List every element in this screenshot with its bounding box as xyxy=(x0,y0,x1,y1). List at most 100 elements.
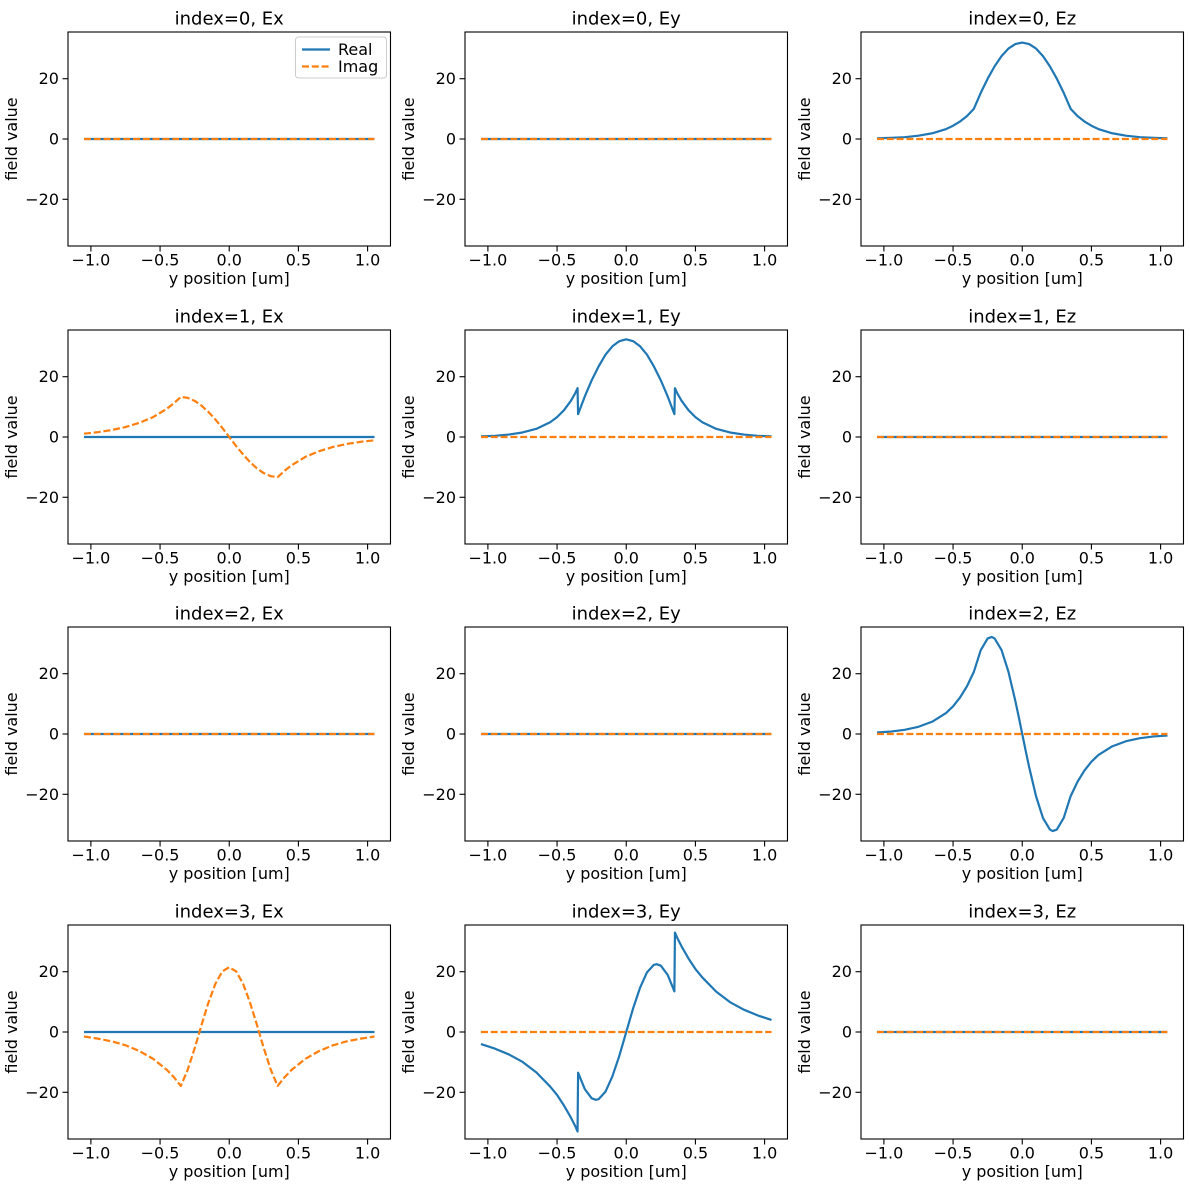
y-tick-label: 0 xyxy=(49,130,59,149)
x-tick-label: 0.5 xyxy=(682,845,707,864)
x-axis-label: y position [um] xyxy=(169,269,290,288)
subplot-index-0-ey: index=0, Ey −1.0 −0.5 0.0 0.5 1.0 −20 0 20 y posi… xyxy=(399,9,788,288)
subplot-title: index=2, Ez xyxy=(969,604,1077,625)
x-tick-label: −0.5 xyxy=(934,1143,973,1162)
imag-line xyxy=(83,965,375,1087)
y-tick-label: −20 xyxy=(422,1082,456,1101)
x-tick-label: 1.0 xyxy=(355,250,380,269)
x-tick-label: 1.0 xyxy=(752,845,777,864)
y-tick-label: 0 xyxy=(842,725,852,744)
y-tick-label: 20 xyxy=(39,664,59,683)
x-tick-label: 1.0 xyxy=(1148,845,1173,864)
x-tick-label: 0.0 xyxy=(1010,250,1035,269)
x-axis-label: y position [um] xyxy=(962,864,1083,883)
y-tick-label: 0 xyxy=(842,1022,852,1041)
subplot-title: index=2, Ey xyxy=(571,604,681,625)
x-tick-label: 0.5 xyxy=(1079,845,1104,864)
x-tick-label: −1.0 xyxy=(865,250,904,269)
x-tick-label: −1.0 xyxy=(468,250,507,269)
x-tick-label: 0.0 xyxy=(613,548,638,567)
y-tick-label: 20 xyxy=(39,367,59,386)
x-tick-label: 0.5 xyxy=(682,1143,707,1162)
x-tick-label: 0.5 xyxy=(286,1143,311,1162)
x-axis-label: y position [um] xyxy=(565,1161,686,1180)
axes-frame xyxy=(464,328,788,545)
y-tick-label: 20 xyxy=(39,69,59,88)
legend-box xyxy=(294,36,387,79)
x-tick-label: 0.0 xyxy=(217,250,242,269)
axes-frame xyxy=(67,328,392,545)
x-tick-label: −0.5 xyxy=(537,250,576,269)
y-tick-label: −20 xyxy=(819,1082,853,1101)
x-tick-label: −1.0 xyxy=(71,250,110,269)
y-tick-label: 0 xyxy=(445,1022,455,1041)
y-axis-label: field value xyxy=(795,395,814,478)
y-tick-label: 20 xyxy=(832,664,852,683)
y-tick-label: −20 xyxy=(25,487,59,506)
x-tick-label: −1.0 xyxy=(468,548,507,567)
x-tick-label: −1.0 xyxy=(71,548,110,567)
x-tick-label: 0.5 xyxy=(1079,548,1104,567)
subplot-title: index=1, Ez xyxy=(969,306,1077,327)
x-tick-label: 0.5 xyxy=(286,548,311,567)
x-tick-label: 0.0 xyxy=(613,1143,638,1162)
y-tick-label: −20 xyxy=(25,190,59,209)
y-axis-label: field value xyxy=(399,395,418,478)
subplot-title: index=1, Ex xyxy=(175,306,285,327)
y-tick-label: 20 xyxy=(832,962,852,981)
x-axis-label: y position [um] xyxy=(169,566,290,585)
subplot-index-3-ez: index=3, Ez −1.0 −0.5 0.0 0.5 1.0 −20 0 20 y posi… xyxy=(795,901,1185,1180)
axes-frame xyxy=(67,923,392,1140)
axes-frame xyxy=(464,31,788,247)
subplot-index-1-ez: index=1, Ez −1.0 −0.5 0.0 0.5 1.0 −20 0 20 y posi… xyxy=(795,306,1185,585)
x-tick-label: 0.0 xyxy=(1010,845,1035,864)
y-tick-label: 0 xyxy=(842,130,852,149)
real-line xyxy=(480,930,772,1133)
subplot-index-0-ex: index=0, Ex −1.0 −0.5 0.0 0.5 1.0 −20 0 20 y posi… xyxy=(2,9,392,288)
y-axis-label: field value xyxy=(2,990,21,1073)
x-tick-label: −0.5 xyxy=(537,845,576,864)
x-tick-label: −0.5 xyxy=(141,1143,180,1162)
y-tick-label: −20 xyxy=(819,487,853,506)
subplot-index-2-ex: index=2, Ex −1.0 −0.5 0.0 0.5 1.0 −20 0 20 y posi… xyxy=(2,604,392,883)
x-axis-label: y position [um] xyxy=(962,269,1083,288)
x-tick-label: −0.5 xyxy=(934,845,973,864)
y-axis-label: field value xyxy=(2,395,21,478)
y-tick-label: −20 xyxy=(422,487,456,506)
x-tick-label: 0.0 xyxy=(613,250,638,269)
y-tick-label: −20 xyxy=(422,190,456,209)
x-tick-label: −0.5 xyxy=(537,1143,576,1162)
x-tick-label: 0.5 xyxy=(682,250,707,269)
x-tick-label: −1.0 xyxy=(468,1143,507,1162)
axes-frame xyxy=(860,923,1185,1140)
x-tick-label: 1.0 xyxy=(1148,548,1173,567)
x-axis-label: y position [um] xyxy=(169,864,290,883)
x-tick-label: −0.5 xyxy=(934,250,973,269)
y-tick-label: −20 xyxy=(25,785,59,804)
y-tick-label: 0 xyxy=(49,427,59,446)
legend-imag-label: Imag xyxy=(338,57,378,76)
subplot-index-1-ey: index=1, Ey −1.0 −0.5 0.0 0.5 1.0 −20 0 20 y posi… xyxy=(399,306,788,585)
y-tick-label: 20 xyxy=(435,69,455,88)
x-axis-label: y position [um] xyxy=(962,1161,1083,1180)
x-tick-label: 0.0 xyxy=(217,548,242,567)
x-tick-label: 0.5 xyxy=(286,845,311,864)
y-tick-label: 20 xyxy=(435,664,455,683)
subplot-index-3-ex: index=3, Ex −1.0 −0.5 0.0 0.5 1.0 −20 0 20 y posi… xyxy=(2,901,392,1180)
x-tick-label: −0.5 xyxy=(141,250,180,269)
subplot-index-2-ey: index=2, Ey −1.0 −0.5 0.0 0.5 1.0 −20 0 20 y posi… xyxy=(399,604,788,883)
x-tick-label: 0.5 xyxy=(1079,250,1104,269)
x-axis-label: y position [um] xyxy=(962,566,1083,585)
x-axis-label: y position [um] xyxy=(565,566,686,585)
x-axis-label: y position [um] xyxy=(169,1161,290,1180)
x-tick-label: 0.0 xyxy=(217,1143,242,1162)
subplot-title: index=0, Ex xyxy=(175,9,285,30)
subplot-title: index=3, Ez xyxy=(969,901,1077,922)
x-tick-label: −0.5 xyxy=(141,548,180,567)
x-tick-label: 0.5 xyxy=(1079,1143,1104,1162)
y-axis-label: field value xyxy=(795,692,814,775)
subplot-title: index=0, Ez xyxy=(969,9,1077,30)
y-tick-label: 0 xyxy=(842,427,852,446)
